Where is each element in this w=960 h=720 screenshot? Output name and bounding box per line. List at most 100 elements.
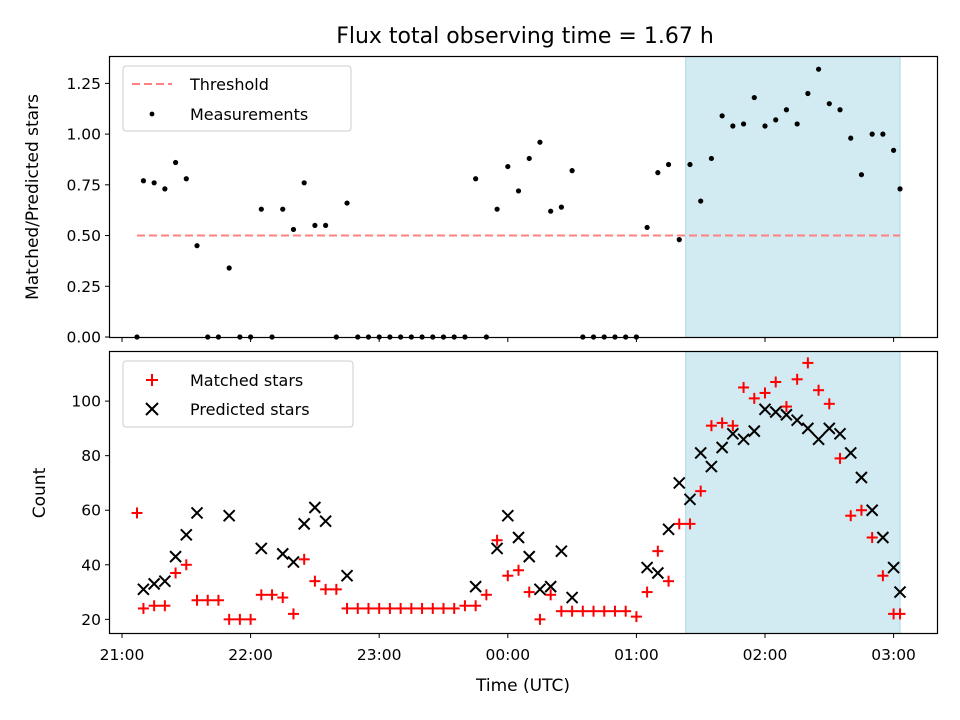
matched-star-point [598,605,610,617]
y-tick-label: 80 [81,447,101,465]
x-tick-label: 21:00 [100,646,145,664]
measurement-point [226,265,232,271]
measurement-point [505,163,511,170]
matched-star-point [416,602,428,614]
matched-star-point [566,605,578,617]
y-tick-label: 0.25 [66,278,101,296]
matched-star-point [373,602,385,614]
measurement-point [558,204,564,210]
matched-star-point [405,602,417,614]
predicted-star-b [812,433,825,446]
measurements-legend-label: Measurements [190,105,308,124]
matched-star-point [609,605,621,617]
predicted-star-point [737,433,750,446]
matched-star-point [191,594,203,606]
predicted-star-b [758,403,772,416]
measurement-point [676,237,682,243]
predicted-star-point [255,542,268,555]
predicted-star-point [137,583,150,596]
matched-star-point [641,586,653,598]
matched-star-point [555,605,567,617]
ratio-y-label: Matched/Predicted stars [23,94,43,300]
predicted-star-point [790,413,804,427]
measurements-legend-swatch [149,111,155,117]
ratio-panel: 0.00 0.25 0.50 0.75 1.00 1.25 Matched/Predict… [23,55,939,347]
predicted-star-point [180,528,193,541]
matched-star-point [866,532,878,544]
matched-star-point [341,602,353,614]
predicted-legend-label: Predicted stars [190,400,310,419]
predicted-star-point [555,544,568,558]
measurement-point [719,113,725,119]
measurement-point [891,147,897,153]
matched-star-point [170,567,182,579]
predicted-star-point [673,476,686,490]
measurement-point [837,107,843,113]
measurement-point [473,176,479,182]
ratio-axes-frame [108,55,939,339]
predicted-star-point [887,561,900,574]
predicted-star-point [565,591,579,604]
predicted-star-b [512,531,525,544]
y-tick-label: 20 [81,611,101,629]
matched-star-point [137,602,149,614]
predicted-star-b [673,476,686,490]
predicted-star-b [501,509,515,522]
matched-star-point [352,602,364,614]
predicted-star-point [769,405,782,419]
ratio-legend-frame [122,65,352,132]
predicted-star-point [501,509,515,522]
y-tick-label: 1.00 [66,126,101,144]
measurement-point [312,222,318,229]
matched-star-point [491,534,503,546]
predicted-star-b [555,544,568,558]
measurement-point [655,170,661,176]
predicted-star-b [823,422,836,435]
matched-star-point [330,583,342,595]
predicted-star-b [893,585,907,599]
matched-star-point [362,602,374,614]
predicted-star-point [780,408,793,421]
matched-star-point [148,600,160,612]
predicted-star-point [865,504,879,517]
predicted-star-b [340,569,354,582]
y-tick-label: 60 [81,502,101,520]
predicted-star-point [190,506,204,520]
predicted-star-point [147,577,161,591]
count-y-axis: 20 40 60 80 100 [71,393,110,629]
predicted-star-b [533,583,547,596]
matched-star-point [448,602,460,614]
x-axis-label: Time (UTC) [475,676,570,696]
predicted-star-b [801,422,815,435]
predicted-star-b [790,413,804,427]
y-tick-label: 100 [71,393,101,411]
measurement-point [323,222,329,229]
matched-star-point [759,387,771,399]
predicted-star-point [801,422,815,435]
measurement-point [644,224,650,231]
matched-star-point [513,564,525,576]
matched-star-point [845,510,857,522]
measurement-point [548,208,554,214]
measurement-point [665,161,672,168]
predicted-star-point [469,580,482,593]
predicted-star-point [694,446,707,460]
measurement-point [687,161,693,168]
matched-star-point [802,357,814,369]
measurement-point [773,117,779,123]
matched-star-point [320,583,332,595]
matched-star-point [834,452,846,464]
predicted-star-b [748,424,761,438]
predicted-star-b [308,501,322,514]
matched-star-point [705,420,717,432]
predicted-star-point [287,555,300,569]
measurement-point [194,243,200,249]
matched-star-point [716,417,728,429]
measurement-point [815,66,822,72]
highlight-span [685,57,901,337]
measurement-point [880,131,886,137]
matched-star-point [212,594,224,606]
observing-window-highlight [685,352,901,633]
predicted-star-point [340,569,354,582]
